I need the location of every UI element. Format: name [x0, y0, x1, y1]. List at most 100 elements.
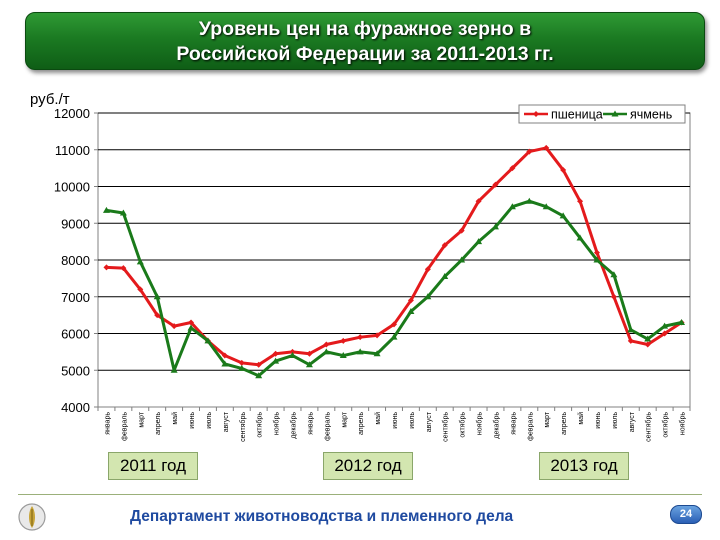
data-point	[661, 322, 669, 329]
x-tick-label: март	[138, 411, 145, 427]
y-tick-label: 9000	[61, 216, 90, 231]
legend: пшеница ячмень	[518, 104, 686, 124]
x-tick-label: октябрь	[459, 412, 467, 438]
x-tick-label: май	[577, 412, 585, 425]
data-point	[508, 203, 516, 210]
data-point	[542, 203, 550, 210]
slide-title-line2: Российской Федерации за 2011-2013 гг.	[176, 43, 554, 65]
data-point	[424, 293, 432, 300]
y-axis-title: руб./т	[30, 91, 70, 108]
data-point	[610, 271, 618, 278]
data-point	[289, 348, 296, 355]
data-point	[391, 321, 397, 328]
data-point	[103, 264, 110, 271]
x-tick-label: ноябрь	[273, 412, 281, 435]
data-point	[170, 366, 178, 373]
legend-marker	[611, 110, 619, 117]
slide-title-line1: Уровень цен на фуражное зерно в	[198, 18, 532, 40]
data-point	[475, 198, 482, 205]
data-point	[577, 198, 584, 205]
x-tick-label: апрель	[561, 412, 568, 435]
ministry-emblem-icon	[18, 503, 46, 531]
data-point	[305, 361, 313, 368]
y-tick-label: 4000	[61, 400, 90, 415]
data-point	[356, 348, 364, 355]
data-point	[153, 293, 161, 300]
data-point	[441, 273, 449, 280]
x-tick-label: май	[374, 412, 382, 425]
data-point	[188, 319, 195, 326]
data-point	[272, 357, 280, 364]
data-point	[289, 352, 297, 359]
data-point	[390, 333, 398, 340]
x-tick-label: декабрь	[492, 412, 500, 439]
data-point	[458, 256, 466, 263]
data-point	[593, 249, 600, 256]
data-point	[120, 265, 127, 272]
x-tick-label: январь	[307, 412, 314, 435]
data-point	[509, 165, 516, 172]
data-point	[593, 256, 601, 263]
page-number-badge: 24	[670, 505, 702, 524]
x-tick-label: май	[171, 412, 179, 425]
y-tick-label: 11000	[55, 143, 90, 158]
x-tick-label: апрель	[155, 412, 162, 435]
y-tick-label: 6000	[61, 327, 90, 342]
data-point	[221, 360, 229, 367]
x-tick-label: февраль	[527, 412, 534, 441]
data-point	[102, 206, 110, 213]
data-point	[238, 359, 245, 366]
x-tick-label: октябрь	[256, 412, 264, 438]
data-point	[221, 352, 228, 359]
data-point	[610, 293, 617, 300]
data-point	[525, 197, 533, 204]
data-point	[204, 337, 212, 344]
data-point	[627, 326, 635, 333]
data-point	[374, 332, 381, 339]
x-tick-label: сентябрь	[645, 412, 653, 442]
x-tick-label: январь	[104, 412, 111, 435]
data-point	[559, 212, 567, 219]
data-point	[661, 330, 668, 337]
x-tick-label: июль	[409, 412, 416, 429]
x-tick-label: февраль	[121, 412, 128, 441]
x-tick-label: август	[223, 411, 230, 432]
x-tick-label: декабрь	[290, 412, 298, 439]
x-tick-label: сентябрь	[239, 412, 247, 442]
data-point	[576, 234, 584, 241]
y-tick-label: 10000	[54, 180, 90, 195]
x-tick-label: сентябрь	[442, 412, 450, 442]
data-point	[475, 238, 483, 245]
x-tick-label: март	[341, 411, 348, 427]
data-point	[187, 324, 195, 331]
data-point	[491, 223, 499, 230]
x-tick-label: август	[426, 411, 433, 432]
data-point	[407, 297, 414, 304]
series-barley	[102, 197, 686, 379]
y-tick-label: 8000	[61, 253, 90, 268]
x-tick-label: июнь	[595, 412, 602, 429]
legend-box	[518, 104, 686, 124]
data-point	[407, 307, 415, 314]
data-point	[272, 350, 279, 357]
x-tick-label: ноябрь	[476, 412, 484, 435]
title-banner: Уровень цен на фуражное зерно в Российск…	[25, 12, 705, 70]
data-point	[255, 372, 263, 379]
y-tick-label: 12000	[54, 106, 90, 121]
data-point	[339, 352, 347, 359]
data-point	[424, 266, 431, 273]
data-point	[644, 341, 651, 348]
y-tick-label: 7000	[61, 290, 90, 305]
x-tick-label: июнь	[392, 412, 399, 429]
legend-marker	[533, 111, 539, 117]
y-tick-label: 5000	[61, 363, 90, 378]
data-point	[322, 348, 330, 355]
data-point	[543, 144, 550, 151]
x-tick-label: февраль	[324, 412, 331, 441]
data-point	[306, 350, 313, 357]
data-point	[441, 242, 448, 249]
x-tick-label: август	[629, 411, 636, 432]
footer-department: Департамент животноводства и племенного …	[130, 508, 514, 525]
data-point	[678, 318, 686, 325]
